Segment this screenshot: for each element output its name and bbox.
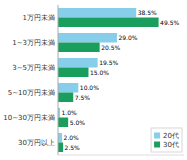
category-label: 5~10万円未満	[8, 89, 55, 97]
bar	[58, 93, 73, 103]
bar	[58, 68, 88, 78]
legend-label: 30代	[163, 141, 179, 149]
data-label: 15.0%	[90, 69, 109, 76]
x-axis-line	[58, 155, 184, 156]
chart: 1万円未満 1~3万円未満 3~5万円未満 5~10万円未満 10~30万円未満 30万円…	[0, 0, 187, 160]
data-label: 20.5%	[101, 44, 120, 51]
data-label: 2.5%	[65, 144, 81, 151]
bar	[58, 143, 63, 153]
data-label: 2.0%	[64, 134, 80, 141]
bar	[58, 133, 62, 143]
category-label: 10~30万円未満	[3, 114, 55, 122]
bar	[58, 118, 68, 128]
category-label: 1~3万円未満	[12, 39, 55, 47]
data-label: 1.0%	[62, 109, 78, 116]
legend-swatch	[154, 133, 160, 139]
bar	[58, 43, 100, 53]
category-label: 1万円未満	[23, 14, 55, 22]
y-axis-line	[58, 5, 59, 155]
data-label: 49.5%	[160, 19, 179, 26]
bar	[58, 33, 117, 43]
data-label: 7.5%	[75, 94, 91, 101]
legend-frame	[151, 128, 182, 152]
category-label: 30万円以上	[18, 139, 55, 147]
category-label: 3~5万円未満	[12, 64, 55, 72]
data-label: 5.0%	[70, 119, 86, 126]
legend-label: 20代	[163, 132, 179, 140]
data-label: 38.5%	[138, 9, 157, 16]
bar	[58, 58, 98, 68]
bars	[58, 8, 159, 152]
bar	[58, 8, 136, 18]
legend: 20代30代	[151, 128, 182, 152]
data-label: 29.0%	[118, 34, 137, 41]
data-label: 10.0%	[80, 84, 99, 91]
legend-swatch	[154, 142, 160, 148]
bar	[58, 83, 78, 93]
data-label: 19.5%	[99, 59, 118, 66]
bar	[58, 18, 159, 28]
